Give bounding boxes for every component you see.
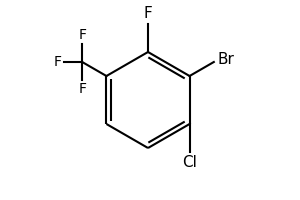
Text: F: F: [78, 28, 86, 42]
Text: Cl: Cl: [182, 155, 197, 170]
Text: F: F: [144, 6, 152, 21]
Text: F: F: [78, 82, 86, 96]
Text: Br: Br: [218, 52, 235, 68]
Text: F: F: [53, 55, 61, 69]
